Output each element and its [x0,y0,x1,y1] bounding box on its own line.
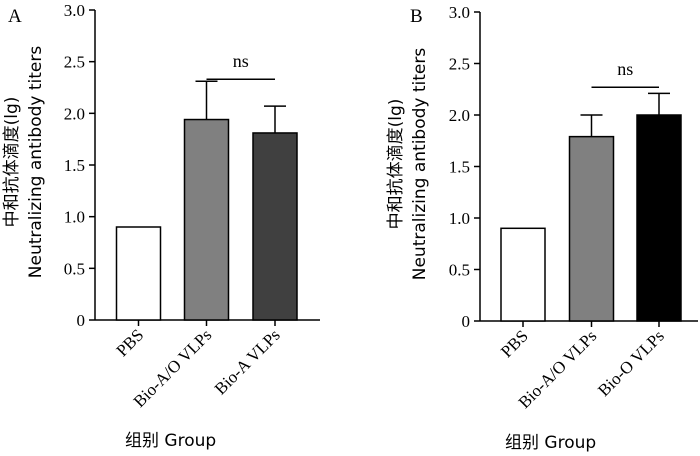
panel-a-y-tick-label: 1.5 [64,156,85,175]
panel-a-xlabel: 组别 Group [125,431,216,451]
panel-b-y-tick-label: 0.5 [449,261,470,280]
panel-a-bar-2 [252,132,298,321]
panel-a-category-label-0: PBS [113,325,148,360]
panel-b-significance-label: ns [617,59,633,79]
panel-b-bar-2 [636,114,682,322]
panel-b-ylabel-en: Neutralizing antibody titers [410,48,430,281]
panel-a-y-tick-label: 1.0 [64,208,85,227]
panel-a-category-label-2: Bio-A VLPs [211,325,284,398]
panel-a-y-tick-label: 0.5 [64,259,85,278]
panel-b-y-tick-label: 3.0 [449,3,470,22]
panel-a-y-tick-label: 3.0 [64,1,85,20]
panel-a-significance-label: ns [233,51,249,71]
panel-b-y-tick-label: 0 [462,312,471,331]
panel-a-y-tick-label: 2.0 [64,104,85,123]
panel-b-xlabel: 组别 Group [505,433,596,453]
panel-b-y-tick-label: 1.0 [449,209,470,228]
panel-a-label: A [8,6,22,27]
panel-b-category-label-2: Bio-O VLPs [594,326,668,400]
panel-b-label: B [410,6,423,27]
panel-a-ylabel-cn: 中和抗体滴度(lg) [2,97,22,228]
panel-b-category-label-0: PBS [497,326,532,361]
panel-a-bar-0 [115,226,162,321]
panel-b-ylabel-cn: 中和抗体滴度(lg) [386,99,406,230]
panel-a-ylabel-en: Neutralizing antibody titers [26,46,46,279]
panel-b-y-tick-label: 2.0 [449,106,470,125]
panel-a-bar-1 [183,118,230,321]
panel-a-y-tick-label: 2.5 [64,53,85,72]
panel-b-bar-0 [500,227,546,322]
panel-b-y-tick-label: 2.5 [449,55,470,74]
panel-b-bar-1 [568,135,615,322]
panel-b-y-tick-label: 1.5 [449,158,470,177]
panel-a-y-tick-label: 0 [77,311,86,330]
